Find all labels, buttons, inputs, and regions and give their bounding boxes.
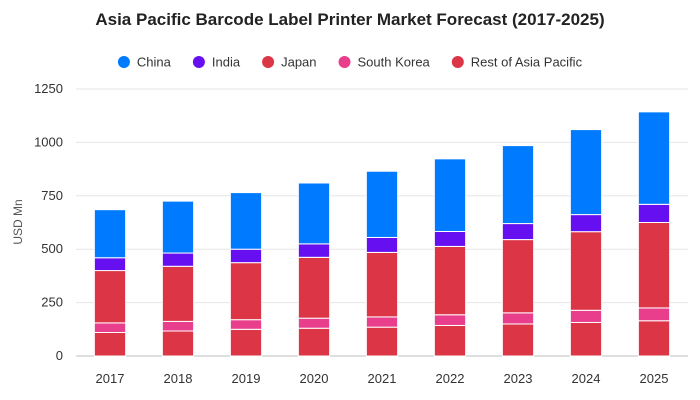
legend-swatch [192, 56, 205, 68]
y-axis-label: USD Mn [11, 199, 25, 244]
bar-segment [569, 321, 603, 357]
bar-segment [569, 309, 603, 323]
bar-segment [501, 223, 535, 241]
bar-segment [365, 236, 399, 253]
bar-segment [637, 307, 671, 322]
bar-segment [161, 320, 195, 332]
bar-segment [297, 243, 331, 258]
y-tick-label: 1000 [34, 134, 63, 149]
bar-segment [161, 200, 195, 254]
x-tick-label: 2017 [96, 371, 125, 386]
bar-segment [365, 251, 399, 318]
x-tick-label: 2023 [504, 371, 533, 386]
bar-segment [297, 182, 331, 245]
legend-label: South Korea [358, 55, 431, 70]
bar-segment [365, 326, 399, 357]
legend-label: India [212, 55, 241, 70]
x-axis-ticks: 2017 2018 2019 2020 2021 2022 2023 2024 2025 [96, 371, 669, 386]
bar-segment [433, 324, 467, 357]
x-tick-label: 2019 [232, 371, 261, 386]
bar-segment [297, 327, 331, 357]
legend-swatch [262, 56, 275, 68]
y-tick-label: 750 [41, 188, 63, 203]
bar-segment [297, 256, 331, 319]
bar-segment [433, 158, 467, 232]
bar-segment [365, 170, 399, 238]
bar-segment [501, 239, 535, 314]
bar-segment [637, 111, 671, 205]
x-tick-label: 2025 [640, 371, 669, 386]
x-tick-label: 2020 [300, 371, 329, 386]
bar-segment [93, 270, 127, 324]
legend-item[interactable]: China [117, 55, 172, 70]
bar-segment [569, 214, 603, 233]
legend-swatch [451, 56, 464, 68]
bar-segment [93, 209, 127, 259]
bar-segment [501, 145, 535, 225]
bar-segment [501, 323, 535, 357]
legend-label: China [137, 55, 172, 70]
bar-segment [365, 316, 399, 328]
y-tick-label: 1250 [34, 81, 63, 96]
bar-segment [229, 248, 263, 264]
y-tick-label: 0 [56, 348, 63, 363]
bar-segment [297, 317, 331, 329]
legend-swatch [338, 56, 351, 68]
legend-item[interactable]: India [192, 55, 241, 70]
bar-segment [433, 230, 467, 247]
legend-item[interactable]: Rest of Asia Pacific [451, 55, 583, 70]
x-tick-label: 2021 [368, 371, 397, 386]
bar-segment [569, 231, 603, 311]
bar-segment [161, 330, 195, 357]
legend: China India Japan South Korea Rest of Asia P… [117, 55, 583, 70]
bar-segment [501, 312, 535, 325]
bars [93, 111, 671, 357]
bar-segment [161, 252, 195, 267]
bar-segment [637, 222, 671, 309]
y-axis-ticks: 0 250 500 750 1000 1250 [34, 81, 63, 363]
x-tick-label: 2022 [436, 371, 465, 386]
x-tick-label: 2018 [164, 371, 193, 386]
bar-segment [229, 328, 263, 357]
bar-segment [93, 322, 127, 334]
bar-segment [161, 265, 195, 322]
chart-title: Asia Pacific Barcode Label Printer Marke… [95, 10, 604, 29]
bar-segment [433, 314, 467, 326]
bar-segment [93, 257, 127, 272]
bar-segment [229, 319, 263, 330]
bar-segment [229, 262, 263, 321]
bar-segment [637, 320, 671, 357]
legend-item[interactable]: South Korea [338, 55, 431, 70]
bar-segment [569, 129, 603, 216]
y-tick-label: 250 [41, 295, 63, 310]
bar-segment [229, 192, 263, 250]
legend-label: Japan [281, 55, 316, 70]
legend-label: Rest of Asia Pacific [471, 55, 583, 70]
bar-segment [637, 203, 671, 223]
y-tick-label: 500 [41, 241, 63, 256]
bar-segment [433, 245, 467, 316]
bar-segment [93, 332, 127, 357]
legend-swatch [117, 56, 130, 68]
legend-item[interactable]: Japan [262, 55, 317, 70]
x-tick-label: 2024 [572, 371, 601, 386]
